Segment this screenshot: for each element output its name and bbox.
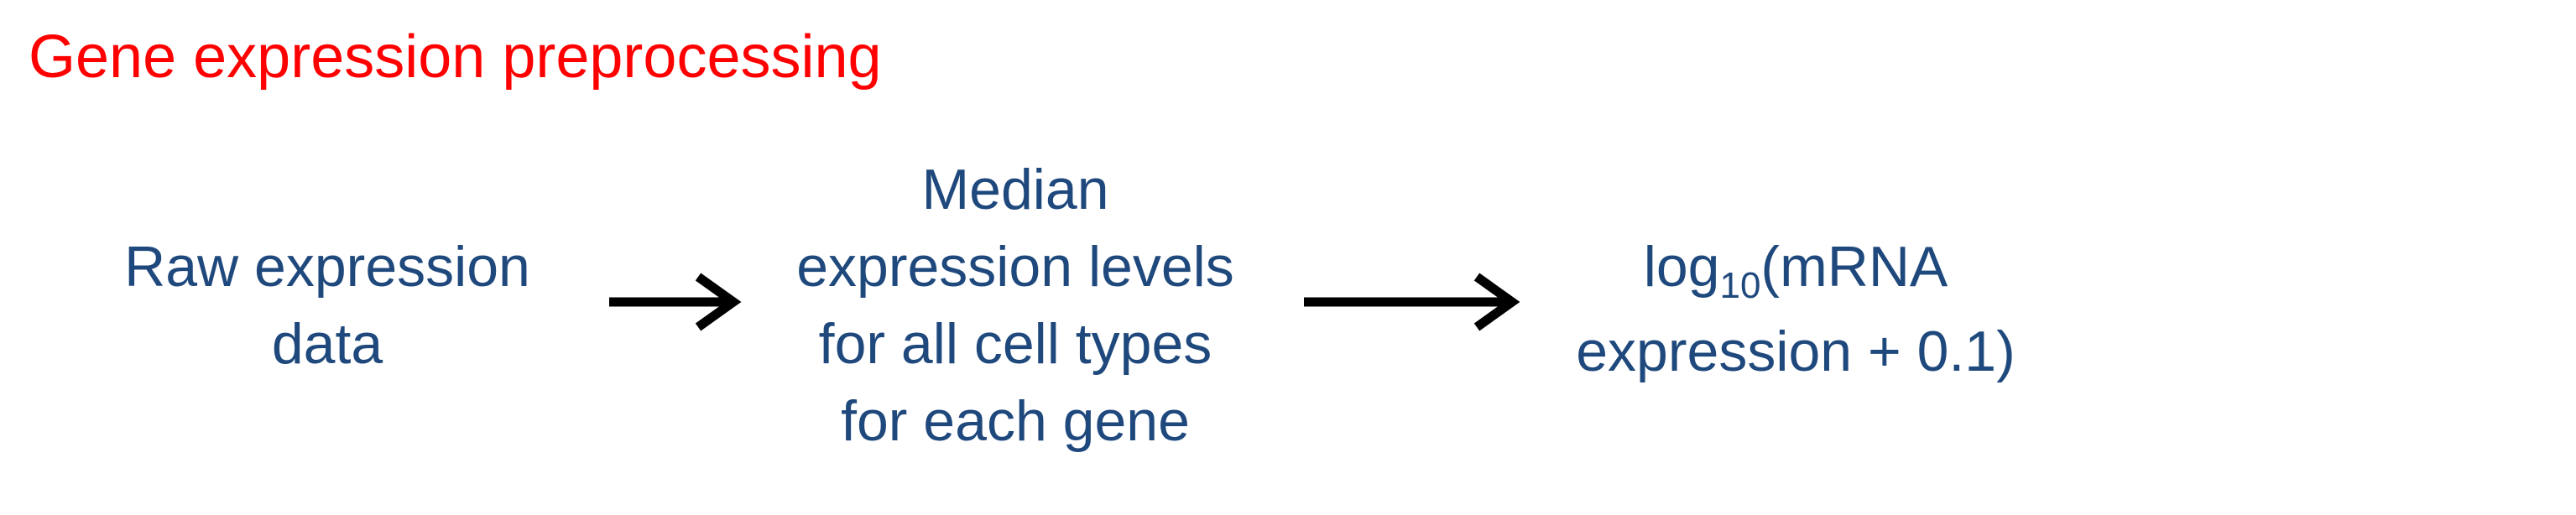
step-2-line-4: for each gene (841, 389, 1190, 453)
log-prefix: log (1643, 235, 1720, 299)
step-3-line-1: log10(mRNA (1494, 228, 2098, 313)
diagram-title: Gene expression preprocessing (29, 23, 882, 91)
step-median-expression-levels: Median expression levels for all cell ty… (738, 151, 1292, 460)
step-log-transform: log10(mRNA expression + 0.1) (1494, 228, 2098, 390)
step-3-line-2: expression + 0.1) (1576, 320, 2015, 383)
log-argument-start: (mRNA (1760, 235, 1948, 299)
step-1-line-2: data (271, 312, 383, 376)
step-raw-expression-data: Raw expression data (50, 228, 604, 382)
right-arrow-icon (609, 273, 742, 331)
step-2-line-3: for all cell types (818, 312, 1212, 376)
log-base-subscript: 10 (1719, 265, 1761, 306)
step-2-line-1: Median (921, 158, 1109, 221)
step-2-line-2: expression levels (796, 235, 1234, 299)
right-arrow-icon (1304, 273, 1520, 331)
step-1-line-1: Raw expression (124, 235, 530, 299)
